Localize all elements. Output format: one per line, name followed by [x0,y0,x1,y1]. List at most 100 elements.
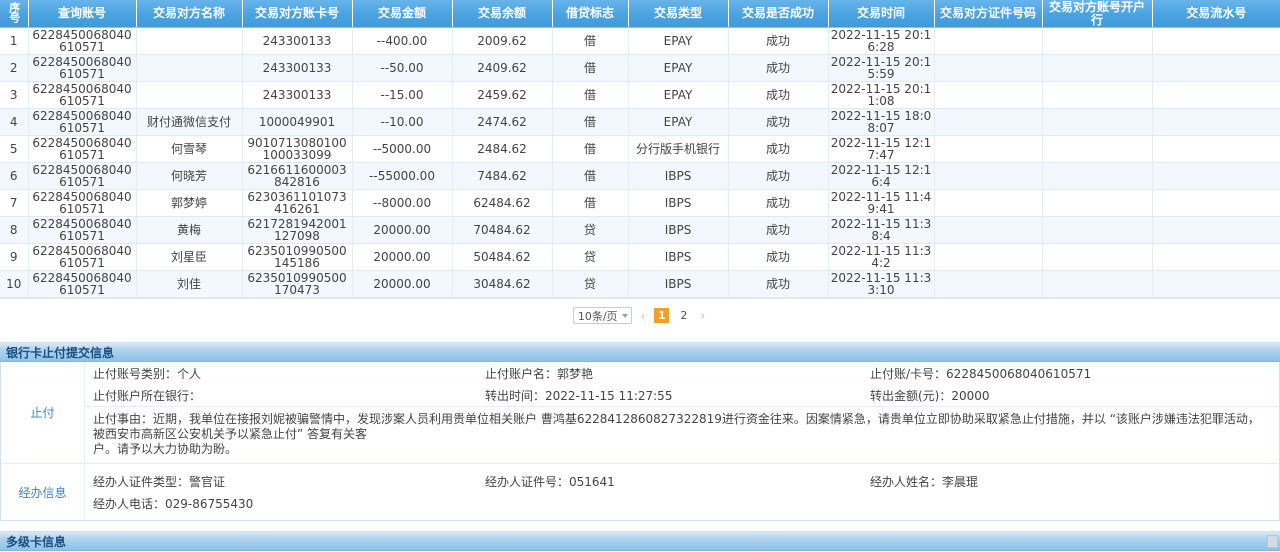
table-row[interactable]: 9 622845006804061​0571 刘星臣 6235010990500145… [0,243,1280,271]
cell-serial [1152,270,1280,298]
cell-balance: 2459.62 [452,81,553,109]
cell-success: 成功 [728,189,829,217]
table-row[interactable]: 4 622845006804061​0571 财付通微信支付 1000049901 --… [0,108,1280,136]
cell-dc-flag: 借 [552,54,629,82]
handler-fields-line-1: 经办人证件类型：警官证 经办人证件号：051641 经办人姓名：李晨琨 [85,470,1279,492]
next-page-button[interactable]: › [700,308,706,323]
table-row[interactable]: 5 622845006804061​0571 何雪琴 9010713080100100… [0,135,1280,163]
cell-trans-type: IBPS [628,243,729,271]
col-header-seq[interactable]: 序号 [0,0,29,28]
cell-serial [1152,54,1280,82]
cell-trans-type: 分行版手机银行 [628,135,729,163]
cell-trans-type: EPAY [628,81,729,109]
col-header-serial[interactable]: 交易流水号 [1152,0,1280,28]
table-row[interactable]: 2 622845006804061​0571 243300133 --50.00 240… [0,54,1280,82]
cell-party-card: 1000049901 [242,108,353,136]
cell-seq: 8 [0,216,29,244]
cell-serial [1152,216,1280,244]
cell-party-id [934,108,1043,136]
col-header-trans-type[interactable]: 交易类型 [628,0,729,28]
cell-dc-flag: 借 [552,108,629,136]
cell-party-card: 6235010990500145186 [242,243,353,271]
cell-amount: 20000.00 [352,216,453,244]
cell-amount: --5000.00 [352,135,453,163]
col-header-party-id[interactable]: 交易对方证件号码 [934,0,1043,28]
stop-payment-fields-line-2: 止付账户所在银行： 转出时间：2022-11-15 11:27:55 转出金额(… [85,384,1279,406]
prev-page-button[interactable]: ‹ [640,308,646,323]
handler-info-row: 经办信息 经办人证件类型：警官证 经办人证件号：051641 经办人姓名：李晨琨… [1,464,1279,520]
col-header-party-bank[interactable]: 交易对方账号开户行 [1042,0,1153,28]
reason-line-2: 户。请予以大力协助为盼。 [93,442,238,456]
cell-seq: 7 [0,189,29,217]
stop-payment-reason: 止付事由：近期，我单位在接报刘妮被骗警情中，发现涉案人员利用贵单位相关账户 曹鸿… [85,406,1279,463]
cell-seq: 9 [0,243,29,271]
cell-trans-type: EPAY [628,54,729,82]
cell-dc-flag: 借 [552,135,629,163]
transaction-table: 序号 查询账号 交易对方名称 交易对方账卡号 交易金额 交易余额 借贷标志 交易… [0,0,1280,298]
table-row[interactable]: 6 622845006804061​0571 何晓芳 6216611600003842… [0,162,1280,190]
col-header-trans-time[interactable]: 交易时间 [828,0,935,28]
cell-seq: 2 [0,54,29,82]
col-header-dc-flag[interactable]: 借贷标志 [552,0,629,28]
cell-amount: --400.00 [352,27,453,55]
cell-trans-time: 2022-11-15 20:11:08 [828,81,935,109]
cell-party-name: 黄梅 [136,216,243,244]
col-header-party-name[interactable]: 交易对方名称 [136,0,243,28]
page-size-select[interactable]: 10条/页 [572,307,632,324]
cell-party-name [136,27,243,55]
cell-amount: --15.00 [352,81,453,109]
page-button-2[interactable]: 2 [680,309,688,322]
pagination: 10条/页 ‹ 1 2 › [0,298,1280,332]
cell-party-id [934,27,1043,55]
table-row[interactable]: 8 622845006804061​0571 黄梅 62172819420011270… [0,216,1280,244]
cell-balance: 30484.62 [452,270,553,298]
multilevel-section-header: 多级卡信息 [0,531,1280,551]
cell-seq: 6 [0,162,29,190]
chevron-down-icon [621,313,628,318]
table-row[interactable]: 7 622845006804061​0571 郭梦婷 6230361101073416… [0,189,1280,217]
field-handler-id-type: 经办人证件类型：警官证 [93,474,226,489]
cell-amount: --55000.00 [352,162,453,190]
page-button-1[interactable]: 1 [654,308,670,323]
handler-info-row-label: 经办信息 [1,464,85,520]
transaction-table-header-row: 序号 查询账号 交易对方名称 交易对方账卡号 交易金额 交易余额 借贷标志 交易… [0,0,1280,28]
cell-party-bank [1042,189,1153,217]
reason-line-1: 止付事由：近期，我单位在接报刘妮被骗警情中，发现涉案人员利用贵单位相关账户 曹鸿… [93,412,1260,441]
scrollbar-thumb[interactable] [1267,535,1278,548]
cell-party-name: 刘佳 [136,270,243,298]
cell-serial [1152,162,1280,190]
cell-balance: 62484.62 [452,189,553,217]
handler-info-body: 经办人证件类型：警官证 经办人证件号：051641 经办人姓名：李晨琨 经办人电… [85,464,1279,520]
col-header-amount[interactable]: 交易金额 [352,0,453,28]
col-header-party-card[interactable]: 交易对方账卡号 [242,0,353,28]
table-row[interactable]: 1 622845006804061​0571 243300133 --400.00 20… [0,27,1280,55]
page-size-label: 10条/页 [577,309,618,323]
field-account-bank: 止付账户所在银行： [93,388,202,403]
cell-serial [1152,108,1280,136]
cell-amount: 20000.00 [352,270,453,298]
col-header-success[interactable]: 交易是否成功 [728,0,829,28]
cell-party-name [136,54,243,82]
stop-payment-row-body: 止付账号类别：个人 止付账户名：郭梦艳 止付账/卡号：6228450068040… [85,362,1279,463]
cell-party-id [934,81,1043,109]
col-header-query-account[interactable]: 查询账号 [28,0,137,28]
handler-fields-line-2: 经办人电话：029-86755430 [85,492,1279,514]
col-header-balance[interactable]: 交易余额 [452,0,553,28]
table-row[interactable]: 10 622845006804061​0571 刘佳 6235010990500170… [0,270,1280,298]
cell-balance: 2474.62 [452,108,553,136]
cell-query-account: 622845006804061​0571 [28,189,137,217]
cell-party-bank [1042,162,1153,190]
cell-query-account: 622845006804061​0571 [28,27,137,55]
stop-payment-row: 止付 止付账号类别：个人 止付账户名：郭梦艳 止付账/卡号：6228450068… [1,362,1279,464]
transaction-table-body: 1 622845006804061​0571 243300133 --400.00 20… [0,27,1280,298]
cell-party-card: 243300133 [242,27,353,55]
cell-trans-type: IBPS [628,189,729,217]
table-row[interactable]: 3 622845006804061​0571 243300133 --15.00 245… [0,81,1280,109]
cell-query-account: 622845006804061​0571 [28,108,137,136]
multilevel-section-title: 多级卡信息 [6,534,67,549]
cell-party-id [934,135,1043,163]
cell-seq: 1 [0,27,29,55]
cell-dc-flag: 借 [552,189,629,217]
cell-trans-time: 2022-11-15 20:16:28 [828,27,935,55]
cell-trans-type: IBPS [628,216,729,244]
